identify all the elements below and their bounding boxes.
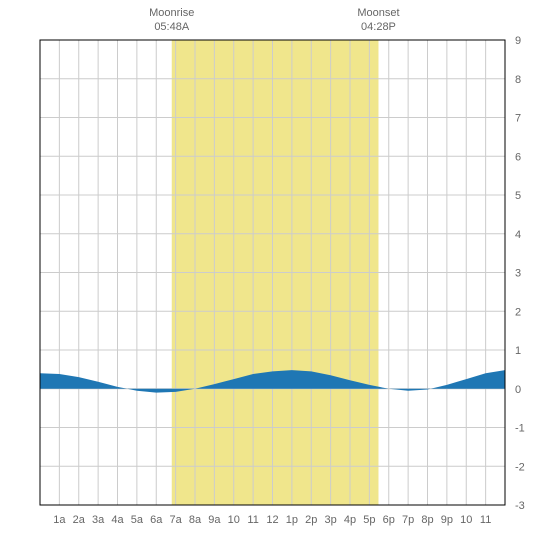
x-tick-label: 6p <box>383 514 395 526</box>
x-tick-label: 4p <box>344 514 356 526</box>
x-tick-label: 8a <box>189 514 202 526</box>
x-tick-label: 3a <box>92 514 105 526</box>
y-tick-label: 4 <box>515 229 521 241</box>
x-tick-label: 7p <box>402 514 414 526</box>
x-tick-label: 2p <box>305 514 317 526</box>
y-tick-label: 7 <box>515 113 521 125</box>
x-tick-label: 8p <box>421 514 433 526</box>
x-tick-label: 6a <box>150 514 163 526</box>
x-tick-label: 12 <box>266 514 278 526</box>
x-tick-label: 5a <box>131 514 144 526</box>
y-tick-label: 8 <box>515 74 521 86</box>
moonset-time: 04:28P <box>361 21 396 33</box>
x-tick-label: 1a <box>53 514 66 526</box>
y-tick-label: -1 <box>515 423 525 435</box>
x-tick-label: 10 <box>228 514 240 526</box>
x-tick-label: 9p <box>441 514 453 526</box>
tide-chart: -3-2-101234567891a2a3a4a5a6a7a8a9a101112… <box>0 0 550 550</box>
y-tick-label: -3 <box>515 500 525 512</box>
x-tick-label: 4a <box>111 514 124 526</box>
x-tick-label: 5p <box>363 514 375 526</box>
moonrise-label: Moonrise <box>149 7 194 19</box>
moonrise-time: 05:48A <box>154 21 190 33</box>
x-tick-label: 11 <box>480 514 491 526</box>
x-tick-label: 9a <box>208 514 221 526</box>
y-tick-label: 3 <box>515 268 521 280</box>
y-tick-label: -2 <box>515 461 525 473</box>
x-tick-label: 7a <box>170 514 183 526</box>
chart-svg: -3-2-101234567891a2a3a4a5a6a7a8a9a101112… <box>0 0 550 550</box>
y-tick-label: 0 <box>515 384 521 396</box>
moonset-label: Moonset <box>357 7 399 19</box>
x-tick-label: 2a <box>73 514 86 526</box>
y-tick-label: 1 <box>515 345 521 357</box>
x-tick-label: 11 <box>247 514 258 526</box>
x-tick-label: 10 <box>460 514 472 526</box>
x-tick-label: 1p <box>286 514 298 526</box>
y-tick-label: 9 <box>515 35 521 47</box>
y-tick-label: 6 <box>515 151 521 163</box>
y-tick-label: 2 <box>515 306 521 318</box>
x-tick-label: 3p <box>325 514 337 526</box>
y-tick-label: 5 <box>515 190 521 202</box>
